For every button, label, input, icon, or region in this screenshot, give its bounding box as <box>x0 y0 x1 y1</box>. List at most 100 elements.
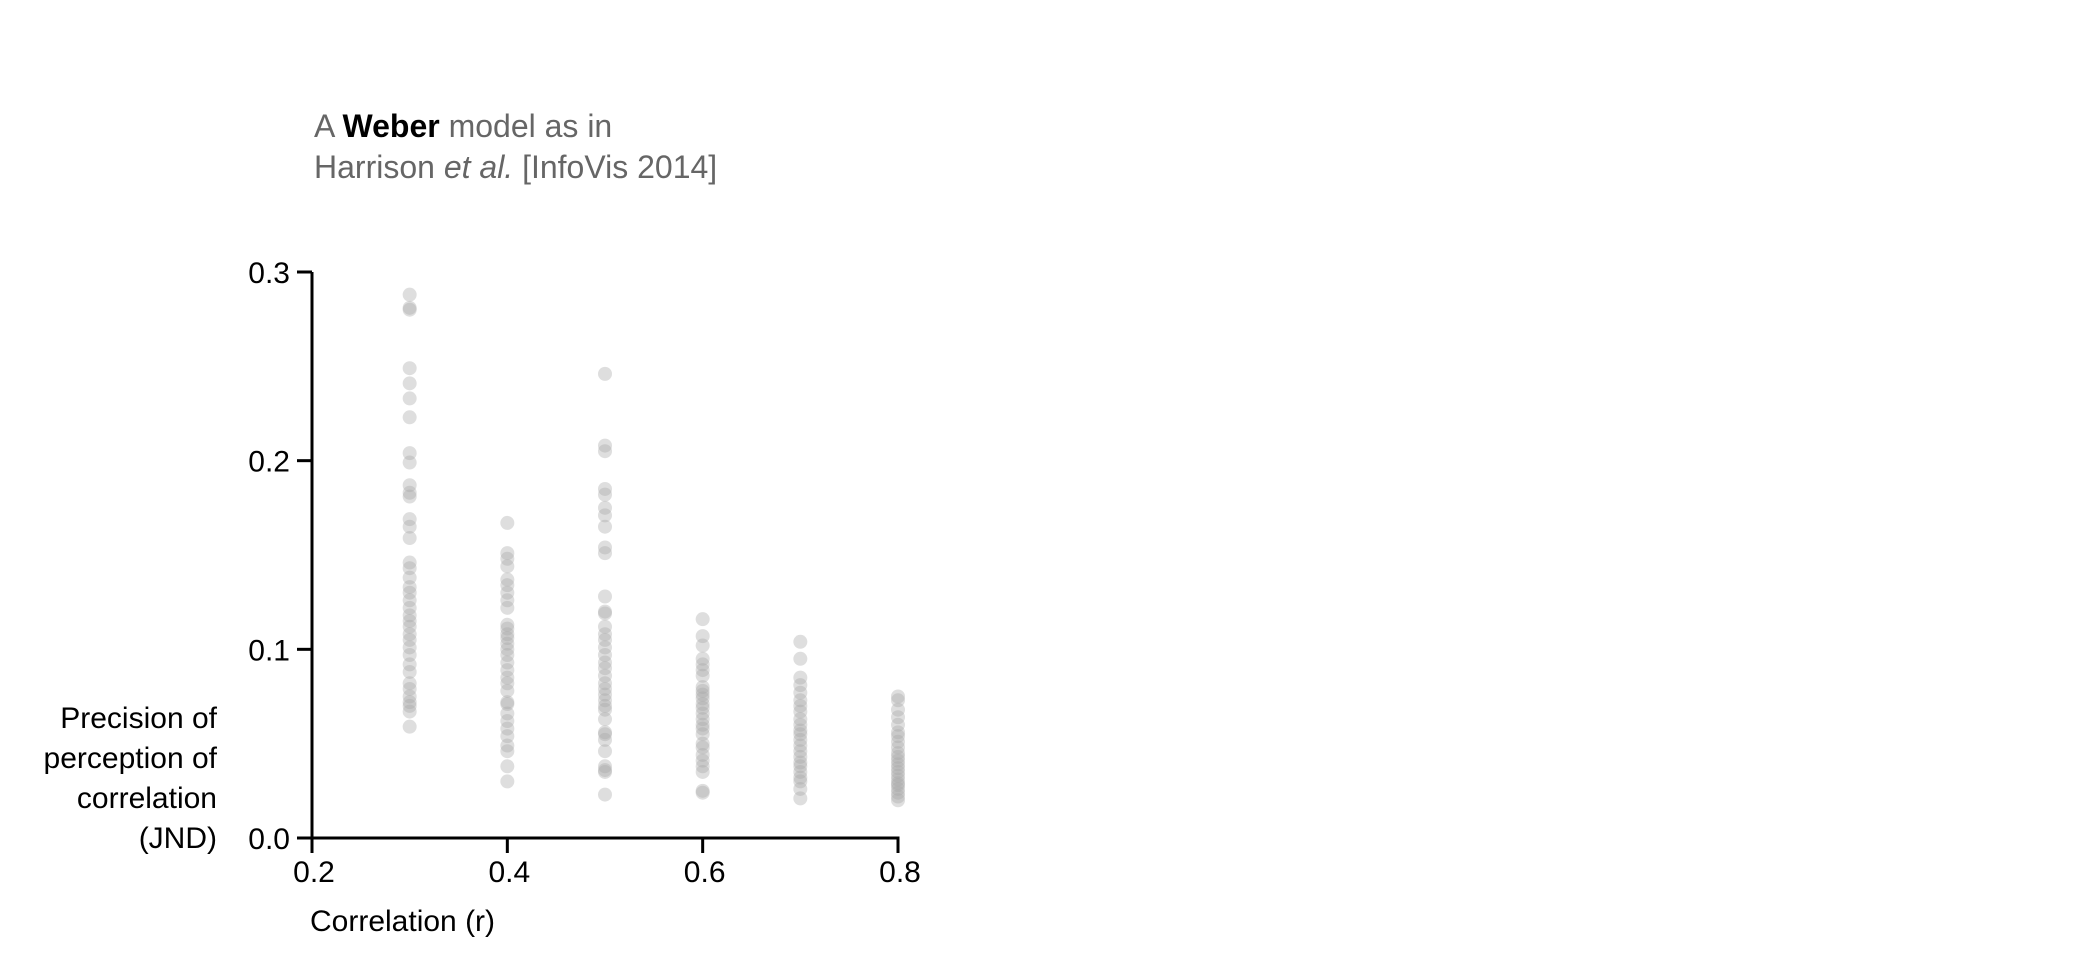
data-point-0-10 <box>402 485 417 500</box>
y-axis-label-line-2: correlation <box>77 782 217 815</box>
data-point-2-31 <box>598 744 612 759</box>
data-point-2-5 <box>598 500 612 515</box>
data-point-4-14 <box>793 744 808 759</box>
data-point-5-16 <box>891 772 905 787</box>
data-point-0-28 <box>402 647 417 662</box>
data-point-4-16 <box>793 755 808 770</box>
data-point-3-15 <box>695 717 710 732</box>
data-point-1-17 <box>500 663 515 678</box>
data-point-1-18 <box>500 670 515 685</box>
data-point-5-0 <box>891 689 905 704</box>
x-tick-label-1: 0.4 <box>488 856 530 889</box>
data-point-3-13 <box>695 706 710 721</box>
data-point-0-22 <box>402 608 417 623</box>
data-point-0-37 <box>402 719 417 734</box>
axes <box>297 270 900 853</box>
data-point-2-21 <box>598 676 612 691</box>
data-point-1-15 <box>500 647 515 662</box>
data-point-3-20 <box>695 747 710 762</box>
data-point-1-14 <box>500 642 515 657</box>
data-point-2-23 <box>598 687 612 702</box>
chart-title: A Weber model as in Harrison et al. [Info… <box>314 106 717 188</box>
data-point-3-16 <box>695 721 710 736</box>
data-point-4-2 <box>793 670 808 685</box>
data-point-4-7 <box>793 704 808 719</box>
data-point-0-2 <box>402 302 417 317</box>
data-point-2-14 <box>598 627 612 642</box>
data-point-3-14 <box>695 712 710 727</box>
data-point-0-23 <box>402 614 417 629</box>
data-point-0-9 <box>402 478 417 493</box>
data-point-0-0 <box>402 287 417 302</box>
data-point-0-4 <box>402 376 417 391</box>
data-point-0-19 <box>402 585 417 600</box>
data-point-4-3 <box>793 678 808 693</box>
data-point-2-13 <box>598 619 612 634</box>
data-point-2-1 <box>598 438 612 453</box>
data-point-0-14 <box>402 531 417 546</box>
data-point-0-34 <box>402 695 417 710</box>
data-point-4-22 <box>793 791 808 806</box>
data-point-5-1 <box>891 693 905 708</box>
data-point-0-27 <box>402 640 417 655</box>
data-point-1-5 <box>500 578 515 593</box>
data-point-1-4 <box>500 572 515 587</box>
data-point-1-8 <box>500 600 515 615</box>
data-point-0-18 <box>402 580 417 595</box>
data-point-0-11 <box>402 489 417 504</box>
data-point-3-1 <box>695 629 710 644</box>
title-part-3: Harrison <box>314 149 444 185</box>
data-point-0-36 <box>402 704 417 719</box>
data-point-1-29 <box>500 759 515 774</box>
data-point-1-30 <box>500 774 515 789</box>
data-point-0-3 <box>402 361 417 376</box>
data-point-5-4 <box>891 717 905 732</box>
data-points <box>402 287 905 808</box>
data-point-1-3 <box>500 559 515 574</box>
data-point-1-19 <box>500 676 515 691</box>
data-point-1-9 <box>500 617 515 632</box>
data-point-2-35 <box>598 787 612 802</box>
data-point-2-11 <box>598 604 612 619</box>
data-point-3-22 <box>695 759 710 774</box>
x-tick-label-0: 0.2 <box>293 856 335 889</box>
data-point-2-20 <box>598 668 612 683</box>
data-point-1-22 <box>500 697 515 712</box>
data-point-1-23 <box>500 706 515 721</box>
data-point-0-1 <box>402 300 417 315</box>
data-point-4-9 <box>793 717 808 732</box>
data-point-5-9 <box>891 746 905 761</box>
data-point-2-22 <box>598 681 612 696</box>
data-point-1-1 <box>500 546 515 561</box>
data-point-3-11 <box>695 697 710 712</box>
axis-labels: 0.0 0.1 0.2 0.3 0.2 0.4 0.6 0.8 Correlation (r) P… <box>44 257 921 938</box>
data-point-2-10 <box>598 589 612 604</box>
data-point-0-33 <box>402 689 417 704</box>
data-point-3-12 <box>695 700 710 715</box>
data-point-1-24 <box>500 714 515 729</box>
data-point-5-20 <box>891 785 905 800</box>
data-point-3-5 <box>695 663 710 678</box>
data-point-3-7 <box>695 680 710 695</box>
data-point-2-15 <box>598 632 612 647</box>
data-point-3-17 <box>695 727 710 742</box>
data-point-1-16 <box>500 655 515 670</box>
data-point-4-20 <box>793 774 808 789</box>
title-part-5: [InfoVis 2014] <box>513 149 718 185</box>
data-point-2-7 <box>598 519 612 534</box>
data-point-5-22 <box>891 793 905 808</box>
data-point-2-19 <box>598 661 612 676</box>
data-point-2-24 <box>598 693 612 708</box>
data-point-0-26 <box>402 632 417 647</box>
data-point-5-7 <box>891 734 905 749</box>
data-point-1-2 <box>500 551 515 566</box>
data-point-3-18 <box>695 736 710 751</box>
y-tick-label-2: 0.2 <box>248 446 290 479</box>
data-point-3-21 <box>695 753 710 768</box>
data-point-0-35 <box>402 698 417 713</box>
y-tick-label-0: 0.0 <box>248 823 290 856</box>
y-axis-label-line-0: Precision of <box>60 702 217 735</box>
x-tick-label-2: 0.6 <box>684 856 726 889</box>
data-point-4-15 <box>793 749 808 764</box>
